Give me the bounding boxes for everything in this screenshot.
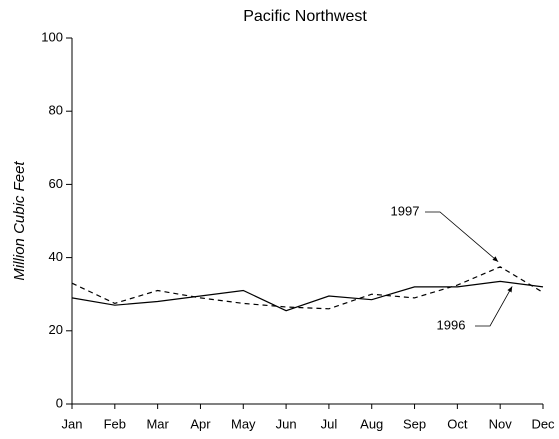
label-arrow <box>475 286 513 327</box>
x-tick-label: Apr <box>190 416 211 431</box>
y-tick-label: 60 <box>49 176 63 191</box>
x-tick-label: Jun <box>276 416 297 431</box>
y-tick-label: 100 <box>41 29 63 44</box>
x-tick-label: Aug <box>360 416 383 431</box>
x-tick-label: Oct <box>447 416 468 431</box>
y-tick-label: 40 <box>49 249 63 264</box>
x-tick-label: Jan <box>62 416 83 431</box>
x-tick-label: Dec <box>531 416 555 431</box>
y-tick-label: 0 <box>56 395 63 410</box>
x-tick-label: Nov <box>489 416 513 431</box>
series-label: 1996 <box>437 317 466 332</box>
series-line <box>71 280 544 312</box>
x-tick-label: Feb <box>104 416 126 431</box>
chart-title: Pacific Northwest <box>243 8 367 25</box>
series-label: 1997 <box>391 203 420 218</box>
x-tick-label: Sep <box>403 416 426 431</box>
x-tick-label: May <box>231 416 256 431</box>
series-line <box>71 266 544 310</box>
x-tick-label: Jul <box>321 416 338 431</box>
y-axis-label: Million Cubic Feet <box>11 161 28 281</box>
label-arrow <box>425 211 499 263</box>
x-tick-label: Mar <box>146 416 169 431</box>
y-tick-label: 80 <box>49 103 63 118</box>
y-tick-label: 20 <box>49 322 63 337</box>
